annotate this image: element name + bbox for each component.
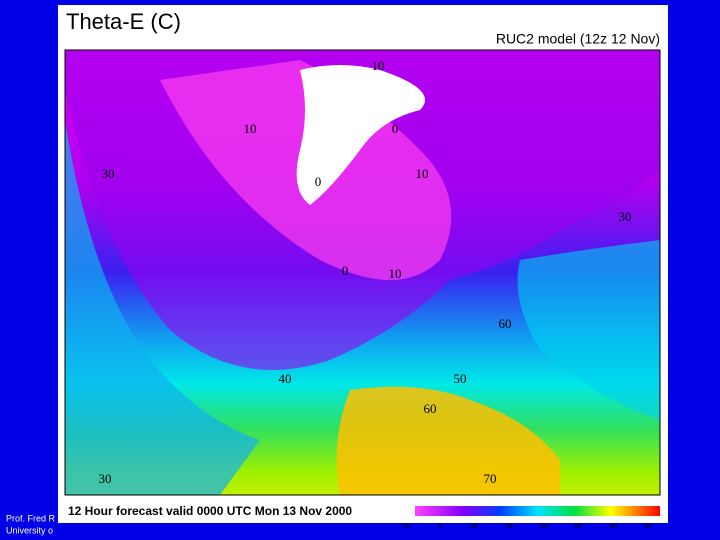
- contour-label: 10: [244, 121, 257, 136]
- credit: University o: [6, 525, 53, 535]
- contour-label: 40: [279, 371, 292, 386]
- credit: Prof. Fred R: [6, 513, 56, 523]
- map: [65, 50, 660, 495]
- contour-label: 70: [484, 471, 497, 486]
- field-region: [65, 120, 260, 495]
- colorbar-tick-label: 35: [505, 523, 513, 530]
- forecast-label: 12 Hour forecast valid 0000 UTC Mon 13 N…: [68, 504, 352, 518]
- contour-label: 0: [342, 263, 349, 278]
- contour-label: 10: [389, 266, 402, 281]
- contour-label: 30: [99, 471, 112, 486]
- contour-label: 0: [315, 174, 322, 189]
- colorbar-tick-label: 5: [438, 523, 442, 530]
- cold-region: [296, 65, 425, 205]
- colorbar-tick-label: 50: [540, 523, 548, 530]
- contour-label: 30: [102, 166, 115, 181]
- contour-label: 10: [416, 166, 429, 181]
- colorbar: [415, 506, 660, 516]
- map-title: Theta-E (C): [66, 9, 181, 34]
- contour-label: 60: [499, 316, 512, 331]
- map-frame: [64, 49, 661, 496]
- colorbar-tick-label: 95: [644, 523, 652, 530]
- colorbar-tick-label: 20: [471, 523, 479, 530]
- model-label: RUC2 model (12z 12 Nov): [496, 31, 660, 47]
- contour-label: 60: [424, 401, 437, 416]
- contour-label: 50: [454, 371, 467, 386]
- contour-label: 0: [392, 121, 399, 136]
- contour-label: 30: [619, 209, 632, 224]
- colorbar-tick-label: 80: [609, 523, 617, 530]
- colorbar-tick-label: -10: [400, 523, 410, 530]
- warm-region: [336, 386, 560, 495]
- field-region: [517, 240, 660, 420]
- contour-label: 10: [372, 58, 385, 73]
- colorbar-tick-label: 65: [575, 523, 583, 530]
